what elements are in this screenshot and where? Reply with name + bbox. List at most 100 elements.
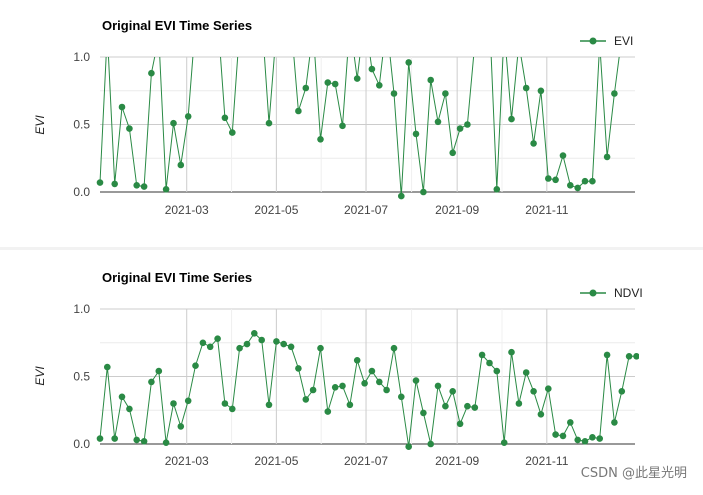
data-point <box>552 176 559 184</box>
data-point <box>140 438 148 445</box>
legend-label: NDVI <box>614 286 643 300</box>
y-tick-label: 0.5 <box>73 118 90 132</box>
panel-divider <box>0 247 703 250</box>
data-point <box>596 435 603 442</box>
data-point <box>295 365 302 372</box>
data-point <box>353 75 361 82</box>
data-point <box>537 411 545 418</box>
data-point <box>368 367 376 375</box>
data-point <box>618 388 626 395</box>
data-point <box>603 351 611 359</box>
data-point <box>317 344 324 352</box>
data-point <box>96 435 104 442</box>
data-point <box>633 27 640 34</box>
data-point <box>361 380 368 387</box>
data-point <box>309 386 317 394</box>
data-point <box>170 400 177 407</box>
series-line <box>99 57 620 197</box>
data-point <box>331 80 339 88</box>
data-point <box>574 184 581 192</box>
data-point <box>611 419 618 426</box>
series-line <box>99 332 637 447</box>
legend-label: EVI <box>614 34 633 48</box>
data-point <box>552 431 559 438</box>
data-point <box>442 90 449 97</box>
data-point <box>317 136 324 143</box>
data-point <box>346 401 354 409</box>
data-point <box>390 90 398 97</box>
data-point <box>155 367 163 375</box>
x-tick-label: 2021-03 <box>165 454 209 468</box>
data-point <box>265 119 273 127</box>
data-point <box>221 400 229 407</box>
data-point <box>118 103 126 111</box>
data-point <box>251 330 258 337</box>
x-tick-label: 2021-05 <box>254 203 298 217</box>
series-markers <box>96 330 639 450</box>
y-tick-label: 0.5 <box>73 370 90 384</box>
data-point <box>442 402 449 410</box>
data-point <box>522 84 530 92</box>
data-point <box>479 13 486 20</box>
data-point <box>559 432 567 440</box>
data-point <box>537 87 545 95</box>
data-point <box>368 65 376 73</box>
x-tick-label: 2021-11 <box>525 454 568 468</box>
data-point <box>405 443 413 450</box>
data-point <box>420 409 427 417</box>
data-point <box>199 339 207 347</box>
data-point <box>567 419 574 426</box>
data-point <box>530 388 537 395</box>
data-point <box>412 377 420 384</box>
data-point <box>486 359 493 367</box>
data-point <box>133 182 140 189</box>
data-point <box>530 140 537 147</box>
data-point <box>118 393 126 401</box>
data-point <box>398 393 405 401</box>
data-point <box>162 439 170 446</box>
data-point <box>184 113 192 120</box>
chart-title: Original EVI Time Series <box>102 18 252 33</box>
data-point <box>472 40 479 47</box>
evi-chart: Original EVI Time Series 0.0 0.5 1.0 2021-03… <box>33 13 640 217</box>
data-point <box>434 382 442 390</box>
data-point <box>500 439 508 446</box>
data-point <box>449 149 457 157</box>
data-point <box>273 27 280 34</box>
data-point <box>559 152 567 159</box>
data-point <box>295 107 302 115</box>
data-point <box>243 340 251 348</box>
data-point <box>376 378 383 386</box>
x-tick-label: 2021-11 <box>525 203 568 217</box>
data-point <box>449 388 457 395</box>
data-point <box>412 130 420 138</box>
data-point <box>258 336 266 344</box>
data-point <box>625 353 633 360</box>
data-point <box>522 369 530 376</box>
data-point <box>324 79 332 86</box>
data-point <box>390 344 398 352</box>
data-point <box>574 436 581 444</box>
data-point <box>486 13 493 20</box>
data-point <box>177 161 185 169</box>
data-point <box>471 404 479 411</box>
data-point <box>148 378 155 386</box>
data-point <box>104 363 111 371</box>
x-tick-label: 2021-09 <box>435 203 479 217</box>
data-point <box>302 84 310 92</box>
y-axis-label: EVI <box>33 115 47 135</box>
ndvi-chart: Original EVI Time Series 0.0 0.5 1.0 2021-03… <box>33 270 643 468</box>
data-point <box>156 34 163 41</box>
data-point <box>464 121 471 128</box>
data-point <box>126 125 133 132</box>
data-point <box>221 114 229 122</box>
data-point <box>567 182 574 189</box>
data-point <box>111 180 118 188</box>
data-point <box>258 13 265 20</box>
data-point <box>214 335 221 342</box>
data-point <box>383 20 390 27</box>
data-point <box>383 386 390 394</box>
data-point <box>493 367 501 375</box>
data-point <box>162 186 170 193</box>
data-point <box>603 153 611 161</box>
